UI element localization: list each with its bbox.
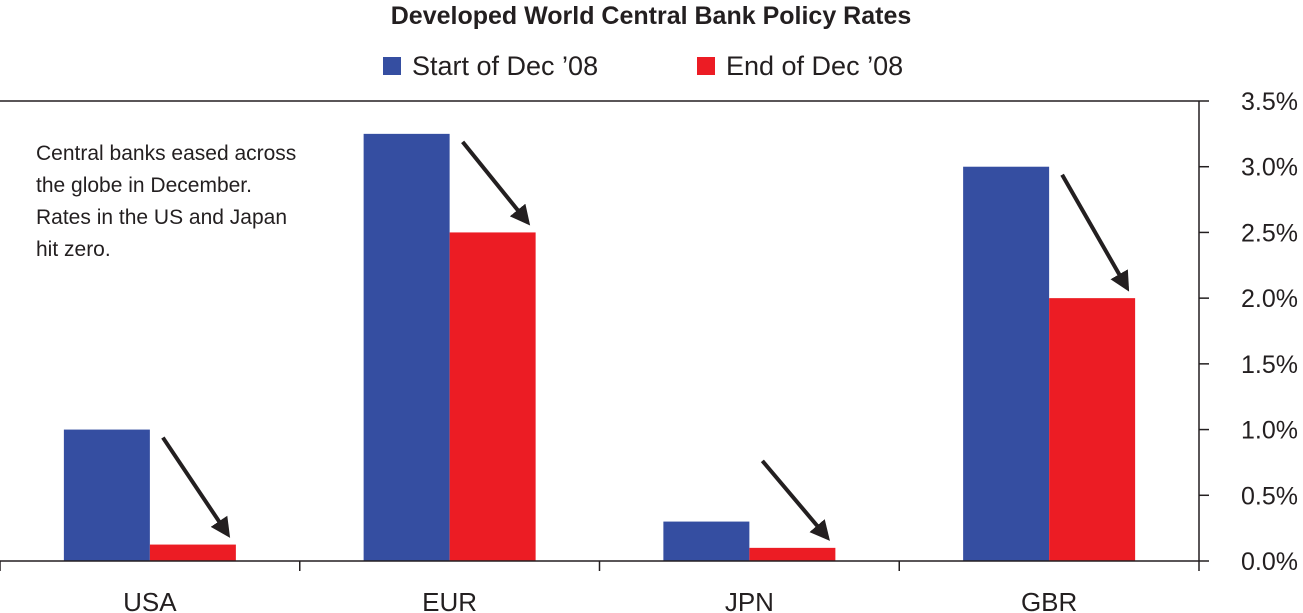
annotation-arrows — [161, 140, 1130, 541]
y-axis-ticks: 0.0% 0.5% 1.0% 1.5% 2.0% 2.5% 3.0% 3.5% — [1199, 88, 1298, 576]
y-tick-label: 0.5% — [1241, 482, 1298, 510]
y-tick-label: 1.5% — [1241, 351, 1298, 379]
y-tick-label: 0.0% — [1241, 548, 1298, 576]
bar-eur-start — [363, 133, 450, 561]
plot-area — [0, 100, 1200, 561]
annotation-line-1: Central banks eased across — [36, 142, 296, 165]
legend-label-end: End of Dec ’08 — [726, 51, 903, 81]
legend-swatch-end — [697, 57, 715, 75]
bars — [63, 133, 1136, 561]
arrow-eur — [461, 140, 531, 226]
x-tick-label-eur: EUR — [422, 587, 477, 613]
x-axis-labels: USA EUR JPN GBR — [123, 587, 1077, 613]
annotation-line-4: hit zero. — [36, 238, 111, 261]
bar-gbr-start — [963, 166, 1050, 561]
annotation-line-3: Rates in the US and Japan — [36, 206, 287, 229]
x-axis-ticks — [0, 561, 1200, 571]
legend: Start of Dec ’08 End of Dec ’08 — [383, 51, 903, 81]
chart-title: Developed World Central Bank Policy Rate… — [391, 2, 912, 30]
x-tick-label-usa: USA — [123, 587, 177, 613]
y-tick-label: 3.5% — [1241, 88, 1298, 116]
arrow-usa — [161, 436, 231, 538]
y-tick-label: 2.0% — [1241, 285, 1298, 313]
y-tick-label: 2.5% — [1241, 219, 1298, 247]
legend-swatch-start — [383, 57, 401, 75]
legend-label-start: Start of Dec ’08 — [412, 51, 598, 81]
bar-jpn-start — [663, 521, 750, 561]
x-tick-label-jpn: JPN — [725, 587, 774, 613]
arrow-jpn — [760, 459, 830, 541]
bar-usa-end — [149, 544, 236, 561]
bar-eur-end — [449, 232, 536, 561]
x-tick-label-gbr: GBR — [1021, 587, 1077, 613]
bar-usa-start — [63, 429, 150, 561]
bar-jpn-end — [749, 547, 836, 561]
y-tick-label: 1.0% — [1241, 417, 1298, 445]
bar-gbr-end — [1049, 298, 1136, 561]
annotation-line-2: the globe in December. — [36, 174, 252, 197]
arrow-gbr — [1060, 173, 1130, 292]
y-tick-label: 3.0% — [1241, 154, 1298, 182]
